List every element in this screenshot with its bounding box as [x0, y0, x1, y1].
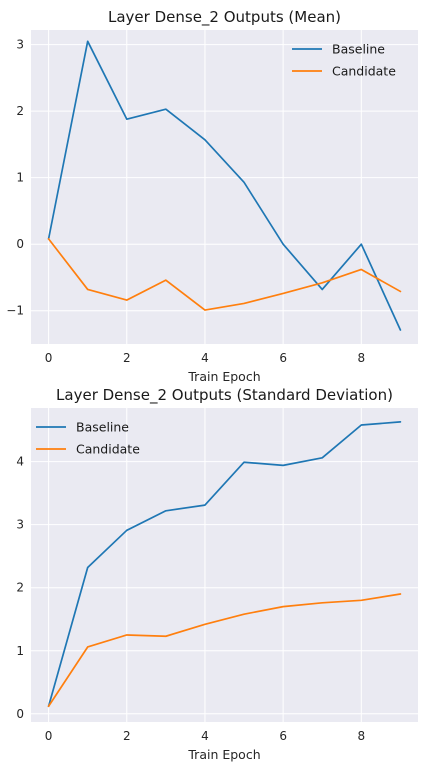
chart-title: Layer Dense_2 Outputs (Standard Deviatio… [56, 386, 393, 405]
series-line-baseline [47, 40, 402, 331]
chart-title: Layer Dense_2 Outputs (Mean) [108, 8, 341, 27]
y-tick-label: −1 [6, 304, 24, 318]
y-tick-label: 2 [16, 581, 24, 595]
legend-label: Candidate [76, 442, 140, 457]
legend-label: Candidate [332, 64, 396, 79]
x-tick-label: 2 [123, 729, 131, 743]
x-axis-label: Train Epoch [187, 369, 260, 384]
y-tick-label: 4 [16, 455, 24, 469]
y-tick-label: 0 [16, 707, 24, 721]
y-tick-label: 3 [16, 38, 24, 52]
x-axis-label: Train Epoch [187, 747, 260, 762]
x-tick-label: 8 [357, 351, 365, 365]
x-tick-label: 4 [201, 729, 209, 743]
y-tick-label: 2 [16, 104, 24, 118]
mean-chart: −1 0 1 2 3 0 2 4 6 8 Layer Dense_2 Outputs (Mean) T… [6, 8, 418, 384]
x-tick-label: 2 [123, 351, 131, 365]
series-line-candidate [47, 593, 402, 708]
y-tick-label: 1 [16, 644, 24, 658]
series-line-baseline [47, 421, 402, 708]
y-tick-label: 3 [16, 518, 24, 532]
x-tick-label: 8 [357, 729, 365, 743]
legend: Baseline Candidate [36, 420, 140, 457]
series-line-candidate [47, 238, 402, 311]
legend-label: Baseline [76, 420, 129, 435]
x-tick-label: 6 [279, 351, 287, 365]
legend: Baseline Candidate [292, 42, 396, 79]
legend-label: Baseline [332, 42, 385, 57]
std-chart: 0 1 2 3 4 0 2 4 6 8 Layer Dense_2 Outputs (Standar… [16, 386, 418, 762]
x-tick-label: 4 [201, 351, 209, 365]
y-tick-label: 1 [16, 171, 24, 185]
x-tick-label: 0 [45, 729, 53, 743]
plot-area [31, 408, 418, 722]
x-tick-label: 6 [279, 729, 287, 743]
x-tick-label: 0 [45, 351, 53, 365]
y-tick-label: 0 [16, 237, 24, 251]
